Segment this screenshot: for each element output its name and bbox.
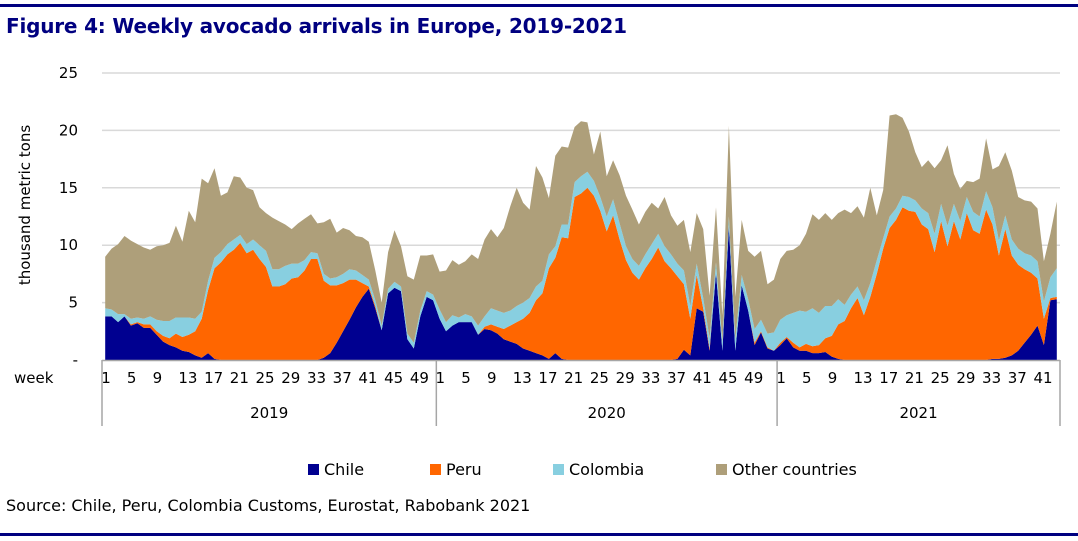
x-tick-label: 49 (410, 369, 429, 387)
legend-swatch (308, 464, 319, 475)
top-rule (0, 4, 1078, 7)
x-tick-label: 41 (1033, 369, 1052, 387)
x-tick-label: 5 (127, 369, 137, 387)
x-tick-label: 5 (802, 369, 812, 387)
legend-item-peru: Peru (430, 460, 482, 479)
bottom-rule (0, 533, 1078, 536)
legend-label: Other countries (732, 460, 857, 479)
x-tick-label: 17 (879, 369, 898, 387)
y-tick-label: 5 (68, 294, 78, 312)
legend-item-chile: Chile (308, 460, 364, 479)
x-tick-label: 25 (590, 369, 609, 387)
x-tick-label: 21 (230, 369, 249, 387)
x-tick-label: 21 (905, 369, 924, 387)
x-tick-label: 41 (358, 369, 377, 387)
x-tick-label: 9 (487, 369, 497, 387)
legend-label: Peru (446, 460, 482, 479)
year-label: 2020 (588, 404, 626, 422)
x-tick-label: 21 (564, 369, 583, 387)
year-label: 2019 (250, 404, 288, 422)
area-peru (105, 187, 1057, 360)
x-tick-label: 25 (931, 369, 950, 387)
figure-title: Figure 4: Weekly avocado arrivals in Eur… (6, 14, 627, 38)
x-tick-label: 45 (718, 369, 737, 387)
y-tick-label: - (73, 351, 78, 369)
x-tick-label: 37 (1008, 369, 1027, 387)
x-tick-label: 49 (744, 369, 763, 387)
x-tick-label: 37 (333, 369, 352, 387)
x-tick-label: 29 (281, 369, 300, 387)
legend-swatch (716, 464, 727, 475)
x-tick-label: 29 (616, 369, 635, 387)
source-note: Source: Chile, Peru, Colombia Customs, E… (6, 496, 531, 515)
y-tick-label: 20 (59, 121, 78, 139)
x-tick-label: 29 (956, 369, 975, 387)
x-tick-label: 13 (178, 369, 197, 387)
legend-label: Chile (324, 460, 365, 479)
x-tick-label: 33 (641, 369, 660, 387)
y-axis-label: thousand metric tons (16, 125, 34, 286)
x-tick-label: 45 (384, 369, 403, 387)
x-tick-label: 17 (538, 369, 557, 387)
x-tick-label: 25 (256, 369, 275, 387)
legend: Chile Peru Colombia Other countries (0, 460, 1078, 482)
x-tick-label: 37 (667, 369, 686, 387)
legend-swatch (430, 464, 441, 475)
x-tick-label: 1 (776, 369, 786, 387)
legend-item-other-countries: Other countries (716, 460, 857, 479)
y-tick-label: 10 (59, 236, 78, 254)
year-label: 2021 (899, 404, 937, 422)
x-tick-label: 41 (693, 369, 712, 387)
x-tick-label: 13 (513, 369, 532, 387)
x-tick-label: 1 (436, 369, 446, 387)
y-tick-label: 25 (59, 64, 78, 82)
y-tick-label: 15 (59, 179, 78, 197)
area-series (105, 114, 1057, 360)
area-other-countries (105, 114, 1057, 343)
x-tick-label: 9 (828, 369, 838, 387)
x-axis-label: week (14, 369, 54, 387)
x-tick-label: 33 (307, 369, 326, 387)
x-tick-label: 1 (101, 369, 111, 387)
legend-item-colombia: Colombia (553, 460, 644, 479)
x-tick-label: 5 (461, 369, 471, 387)
x-tick-label: 33 (982, 369, 1001, 387)
x-tick-label: 13 (853, 369, 872, 387)
y-axis: - 5 10 15 20 25 (59, 64, 78, 369)
x-tick-label: 9 (153, 369, 163, 387)
x-tick-label: 17 (204, 369, 223, 387)
legend-swatch (553, 464, 564, 475)
legend-label: Colombia (569, 460, 645, 479)
